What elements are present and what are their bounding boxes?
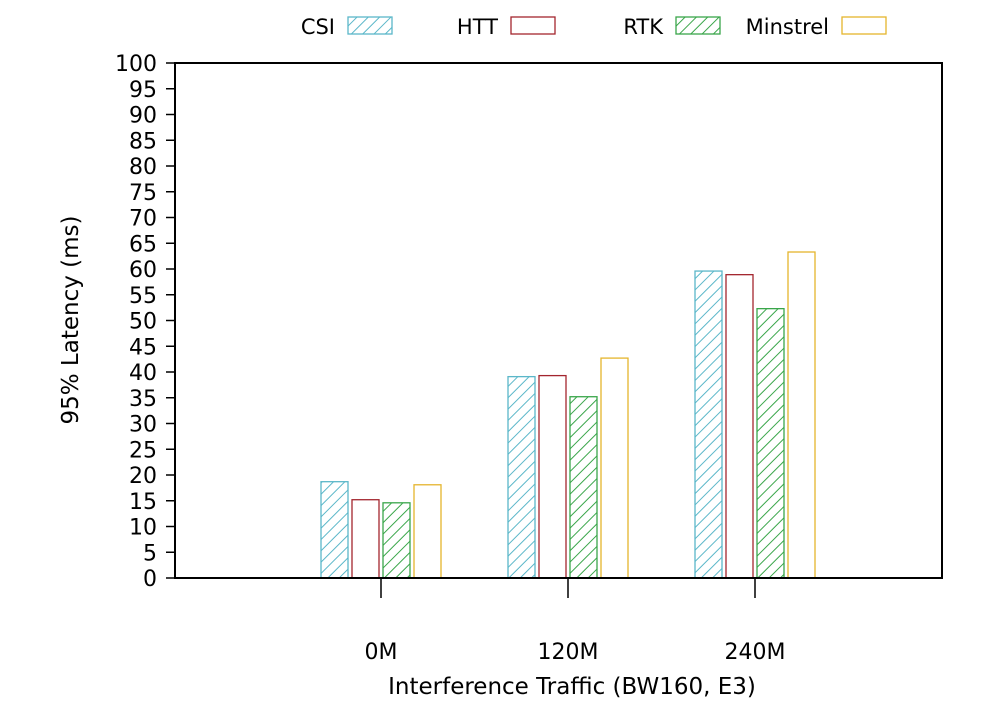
x-axis-label: Interference Traffic (BW160, E3) [388,674,756,700]
y-tick-label: 10 [129,516,157,541]
bar-rtk-0m [382,502,411,579]
plot-frame [174,62,943,579]
legend-swatch-csi [347,16,393,35]
legend-swatch-rtk [675,16,721,35]
bars [320,251,816,579]
y-tick-label: 95 [129,78,157,103]
y-axis-label: 95% Latency (ms) [58,216,84,425]
y-tick-label: 45 [129,335,157,360]
y-tick-label: 75 [129,181,157,206]
y-tick-label: 15 [129,490,157,515]
bar-htt-240m [725,274,754,579]
legend-label-csi: CSI [301,15,335,39]
y-tick-label: 70 [129,207,157,232]
bar-minstrel-240m [787,251,816,579]
y-tick-label: 100 [115,52,157,77]
y-tick-label: 80 [129,155,157,180]
legend-label-rtk: RTK [623,15,664,39]
bar-csi-240m [694,270,723,579]
x-tick-label: 240M [725,640,786,665]
y-tick-label: 25 [129,438,157,463]
legend-label-minstrel: Minstrel [746,15,829,39]
legend-label-htt: HTT [457,15,498,39]
x-axis: 0M 120M 240M [365,578,786,665]
y-tick-label: 40 [129,361,157,386]
bar-csi-120m [507,375,536,579]
y-tick-label: 55 [129,284,157,309]
x-tick-label: 0M [365,640,398,665]
bar-csi-0m [320,481,349,579]
y-tick-label: 20 [129,464,157,489]
legend-swatch-htt [510,16,556,35]
y-axis: 0510152025303540455055606570758085909510… [115,52,175,592]
y-tick-label: 65 [129,232,157,257]
y-tick-label: 35 [129,387,157,412]
y-tick-label: 85 [129,129,157,154]
y-tick-label: 90 [129,104,157,129]
bar-htt-0m [351,499,380,579]
bar-minstrel-120m [600,357,629,579]
y-tick-label: 50 [129,310,157,335]
y-tick-label: 0 [143,567,157,592]
bar-minstrel-0m [413,484,442,579]
y-tick-label: 5 [143,541,157,566]
y-tick-label: 30 [129,413,157,438]
y-tick-label: 60 [129,258,157,283]
legend-swatch-minstrel [841,16,887,35]
bar-rtk-240m [756,308,785,579]
bar-rtk-120m [569,396,598,579]
x-tick-label: 120M [538,640,599,665]
legend: CSI HTT RTK Minstrel [301,15,887,39]
bar-htt-120m [538,374,567,579]
